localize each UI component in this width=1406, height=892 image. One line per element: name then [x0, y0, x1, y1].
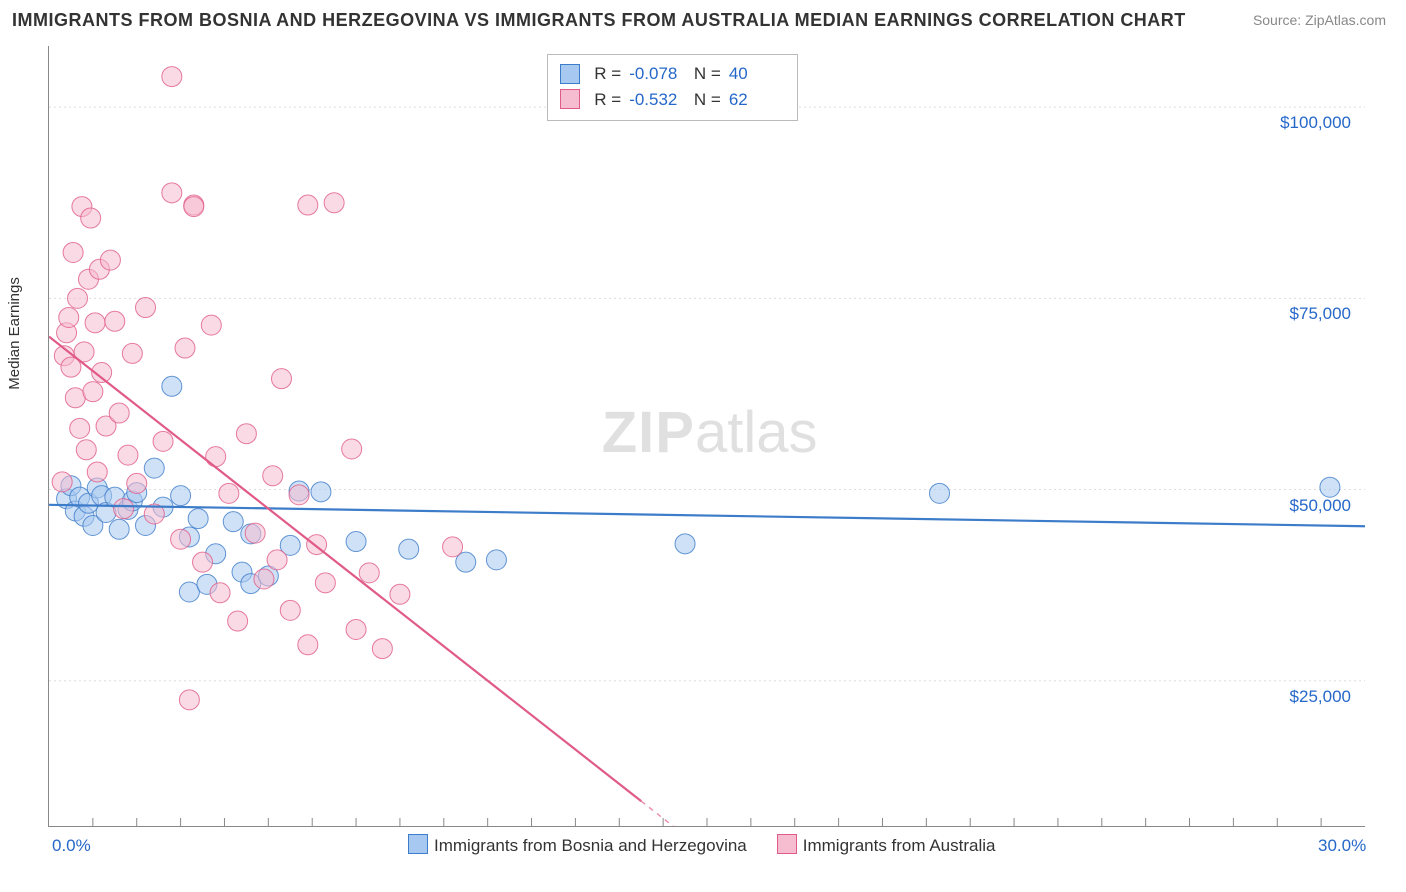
stat-row: R = -0.078 N = 40	[560, 61, 781, 87]
chart-title: IMMIGRANTS FROM BOSNIA AND HERZEGOVINA V…	[12, 10, 1186, 31]
x-tick-label: 30.0%	[1318, 836, 1366, 856]
legend-swatch	[408, 834, 428, 854]
y-tick-label: $50,000	[1290, 496, 1351, 516]
stat-R-label: R =	[594, 87, 621, 113]
source-attribution: Source: ZipAtlas.com	[1253, 12, 1386, 28]
stat-N-value: 40	[729, 61, 781, 87]
correlation-stat-box: R = -0.078 N = 40 R = -0.532 N = 62	[547, 54, 798, 121]
stat-N-label: N =	[689, 87, 721, 113]
legend-item: Immigrants from Australia	[777, 834, 996, 856]
y-axis-label: Median Earnings	[6, 277, 23, 390]
x-tick-label: 0.0%	[52, 836, 91, 856]
stat-R-value: -0.532	[629, 87, 681, 113]
legend-item: Immigrants from Bosnia and Herzegovina	[408, 834, 747, 856]
legend-label: Immigrants from Bosnia and Herzegovina	[434, 836, 747, 855]
stat-row: R = -0.532 N = 62	[560, 87, 781, 113]
stat-R-value: -0.078	[629, 61, 681, 87]
y-tick-label: $100,000	[1280, 113, 1351, 133]
y-tick-label: $75,000	[1290, 304, 1351, 324]
stat-N-label: N =	[689, 61, 721, 87]
bottom-legend: Immigrants from Bosnia and Herzegovina Im…	[408, 834, 995, 856]
chart-plot-area: ZIPatlas R =-0.078 N =40R =-0.532 N =62 …	[48, 46, 1365, 827]
legend-swatch	[777, 834, 797, 854]
legend-swatch	[560, 64, 580, 84]
stat-R-label: R =	[594, 61, 621, 87]
legend-label: Immigrants from Australia	[803, 836, 996, 855]
y-tick-label: $25,000	[1290, 687, 1351, 707]
stat-N-value: 62	[729, 87, 781, 113]
legend-swatch	[560, 89, 580, 109]
chart-svg	[49, 46, 1365, 826]
